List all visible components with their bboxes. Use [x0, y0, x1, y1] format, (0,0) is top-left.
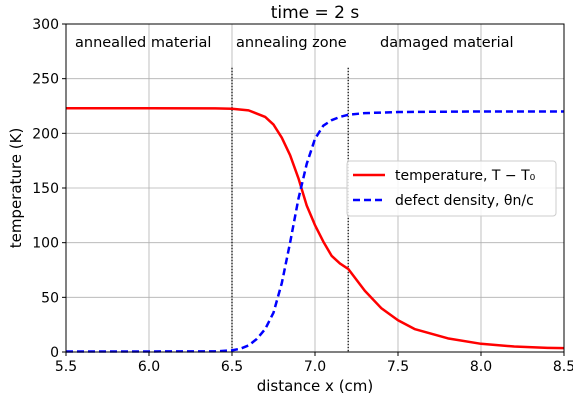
- y-tick-label: 50: [41, 290, 59, 306]
- y-tick-label: 150: [32, 181, 59, 197]
- x-tick-label: 5.5: [55, 359, 77, 375]
- region-label-annealing-zone: annealing zone: [236, 35, 347, 51]
- y-tick-label: 100: [32, 236, 59, 252]
- x-tick-label: 7.5: [387, 359, 409, 375]
- x-tick-label: 6.0: [138, 359, 160, 375]
- x-tick-label: 7.0: [304, 359, 326, 375]
- x-tick-label: 6.5: [221, 359, 243, 375]
- region-label-damaged: damaged material: [380, 35, 514, 51]
- x-axis-label: distance x (cm): [257, 377, 374, 395]
- x-tick-label: 8.0: [470, 359, 492, 375]
- region-labels: annealled material annealing zone damaged …: [75, 35, 514, 51]
- series-lines: [66, 106, 565, 353]
- y-tick-label: 0: [50, 345, 59, 361]
- temperature-line: [66, 106, 565, 350]
- y-tick-label: 300: [32, 17, 59, 33]
- legend-label-temperature: temperature, T − T₀: [395, 168, 536, 184]
- defect-density-line: [66, 110, 564, 353]
- x-ticks: 5.5 6.0 6.5 7.0 7.5 8.0 8.5: [55, 352, 573, 375]
- x-tick-label: 8.5: [553, 359, 573, 375]
- y-axis-label: temperature (K): [7, 128, 25, 249]
- region-label-annealled: annealled material: [75, 35, 211, 51]
- y-tick-label: 200: [32, 126, 59, 142]
- y-tick-label: 250: [32, 72, 59, 88]
- legend: temperature, T − T₀ defect density, θn/c: [346, 160, 557, 217]
- chart-title: time = 2 s: [271, 3, 360, 23]
- legend-label-defect-density: defect density, θn/c: [395, 193, 534, 209]
- y-ticks: 0 50 100 150 200 250 300: [32, 17, 66, 361]
- legend-box: [346, 160, 557, 217]
